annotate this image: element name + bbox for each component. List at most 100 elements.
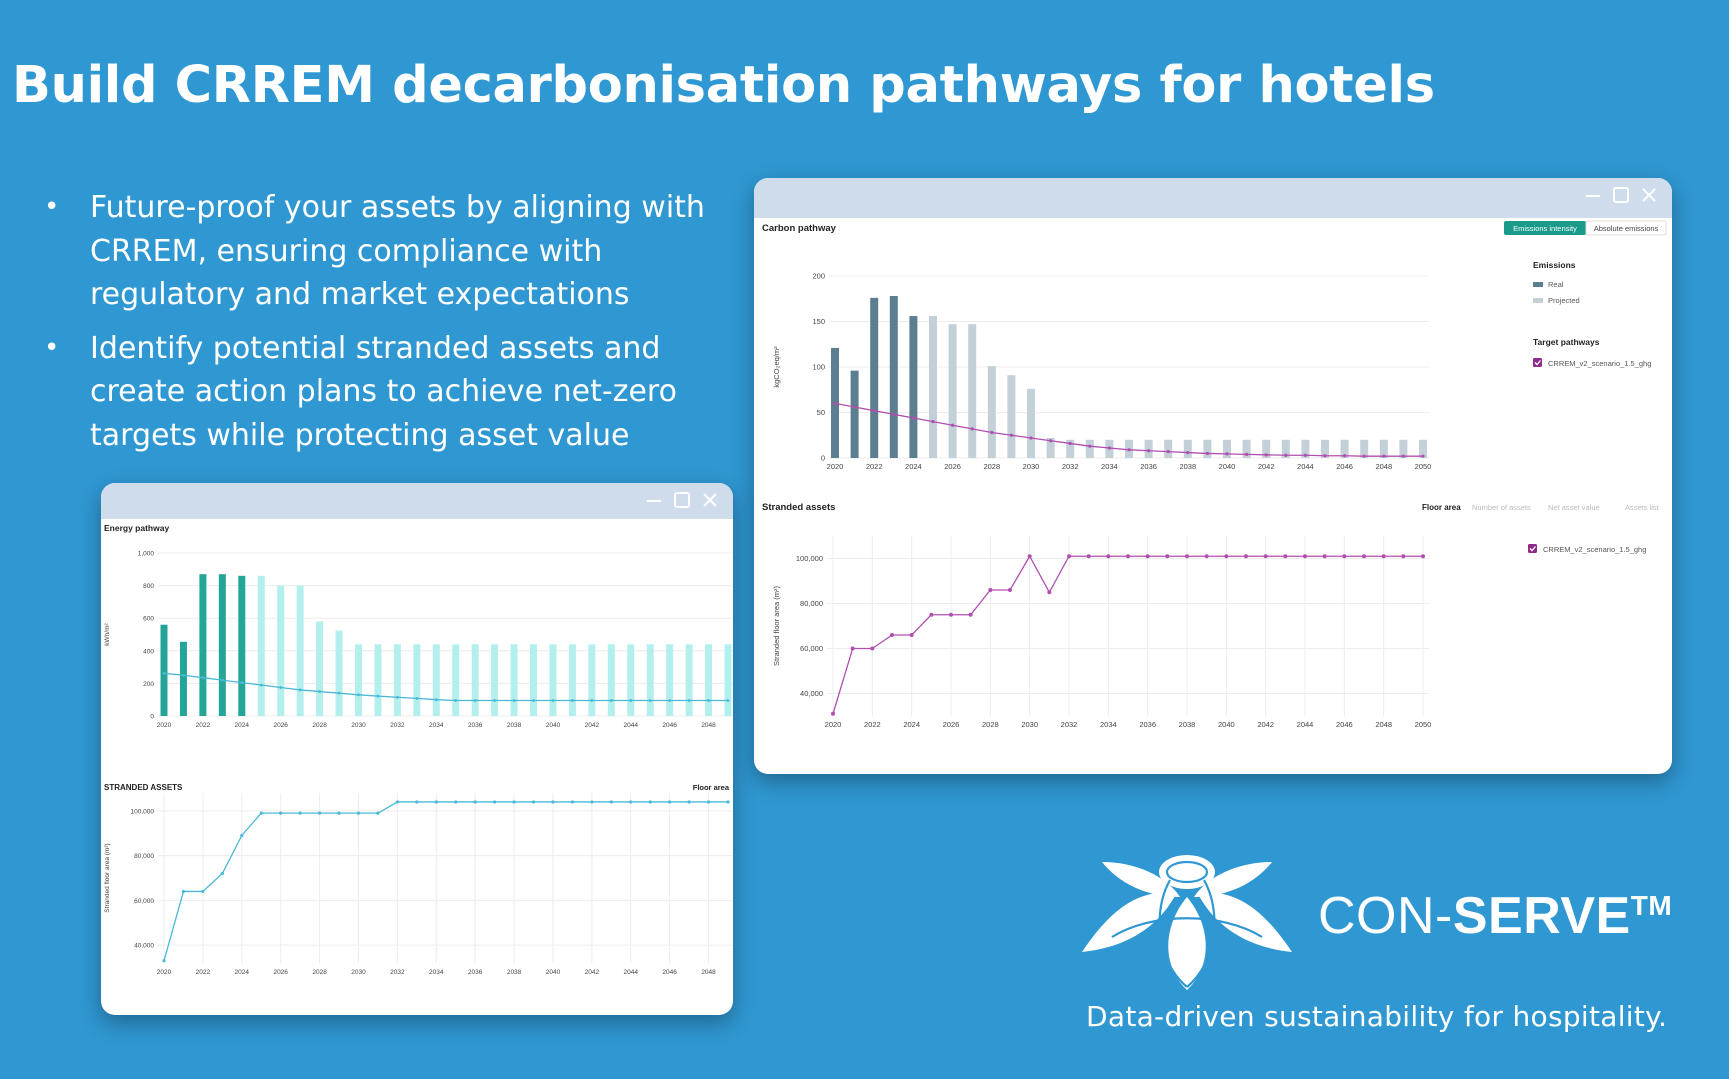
data-point bbox=[707, 699, 710, 702]
data-point bbox=[298, 811, 302, 815]
y-tick-label: 100 bbox=[812, 363, 825, 372]
bar-real bbox=[909, 316, 918, 458]
data-point bbox=[1284, 453, 1288, 457]
data-point bbox=[356, 811, 361, 815]
close-icon[interactable] bbox=[1640, 186, 1658, 204]
minimize-icon[interactable] bbox=[1584, 186, 1602, 204]
bar-real bbox=[218, 574, 226, 716]
data-point bbox=[415, 696, 419, 700]
minimize-icon[interactable] bbox=[645, 491, 663, 509]
data-point bbox=[1263, 554, 1268, 559]
data-point bbox=[970, 427, 974, 431]
bar-projected bbox=[1203, 439, 1212, 458]
y-tick-label: 40,000 bbox=[134, 943, 154, 950]
tab-floor-area[interactable]: Floor area bbox=[1422, 503, 1461, 512]
data-point bbox=[629, 800, 633, 804]
data-point bbox=[201, 676, 205, 680]
bar-real bbox=[870, 297, 879, 458]
close-icon[interactable] bbox=[701, 491, 719, 509]
bar-projected bbox=[1262, 439, 1271, 458]
x-tick-label: 2022 bbox=[864, 720, 881, 729]
toggle-emissions-intensity[interactable] bbox=[1504, 221, 1586, 235]
x-tick-label: 2022 bbox=[196, 969, 211, 976]
bar-projected bbox=[413, 644, 421, 716]
bar-projected bbox=[491, 644, 499, 716]
x-tick-label: 2048 bbox=[1375, 462, 1392, 471]
bar-projected bbox=[374, 644, 382, 716]
bar-projected bbox=[1164, 439, 1173, 458]
legend-real-swatch bbox=[1533, 282, 1543, 287]
energy-tab-floor-area[interactable]: Floor area bbox=[693, 783, 730, 792]
stranded-legend-checkbox[interactable] bbox=[1528, 544, 1537, 553]
y-tick-label: 60,000 bbox=[800, 644, 823, 653]
data-point bbox=[870, 646, 875, 651]
x-tick-label: 2026 bbox=[943, 720, 960, 729]
legend-target-checkbox[interactable] bbox=[1533, 358, 1542, 367]
data-point bbox=[706, 800, 711, 804]
page-title: Build CRREM decarbonisation pathways for… bbox=[12, 56, 1435, 115]
data-point bbox=[1421, 554, 1425, 559]
bar-projected bbox=[354, 644, 362, 716]
x-tick-label: 2020 bbox=[825, 720, 842, 729]
data-point bbox=[434, 800, 438, 804]
data-point bbox=[890, 633, 894, 637]
data-point bbox=[1225, 452, 1229, 456]
data-point bbox=[395, 800, 399, 804]
x-tick-label: 2036 bbox=[1140, 462, 1157, 471]
data-point bbox=[872, 409, 876, 413]
x-tick-label: 2044 bbox=[624, 722, 639, 729]
data-point bbox=[909, 633, 914, 637]
series-line bbox=[832, 554, 1423, 714]
data-point bbox=[1323, 454, 1327, 458]
data-point bbox=[240, 833, 244, 838]
maximize-icon[interactable] bbox=[1612, 186, 1630, 204]
data-point bbox=[395, 695, 399, 699]
data-point bbox=[532, 699, 535, 702]
series-line bbox=[163, 801, 728, 961]
brand-name: CON-SERVETM bbox=[1318, 886, 1672, 946]
data-point bbox=[473, 699, 477, 702]
x-tick-label: 2026 bbox=[944, 462, 961, 471]
bar-projected bbox=[393, 644, 401, 716]
y-tick-label: 600 bbox=[143, 616, 154, 623]
bar-projected bbox=[1321, 439, 1329, 458]
carbon-dashboard: Carbon pathway Emissions intensity Absol… bbox=[762, 220, 1667, 729]
carbon-chart-title: Carbon pathway bbox=[762, 223, 837, 234]
x-tick-label: 2048 bbox=[701, 722, 716, 729]
bar-projected bbox=[724, 644, 732, 716]
x-tick-label: 2026 bbox=[273, 722, 288, 729]
y-tick-label: 150 bbox=[812, 317, 825, 326]
data-point bbox=[1126, 554, 1130, 559]
data-point bbox=[1244, 554, 1248, 559]
data-point bbox=[949, 612, 953, 617]
data-point bbox=[1127, 448, 1131, 452]
data-point bbox=[951, 423, 955, 427]
data-point bbox=[1068, 441, 1072, 446]
carbon-pathway-window: Carbon pathway Emissions intensity Absol… bbox=[754, 178, 1672, 774]
legend-real-label: Real bbox=[1548, 280, 1564, 289]
bar-projected bbox=[1379, 439, 1388, 458]
x-tick-label: 2032 bbox=[390, 722, 405, 729]
y-tick-label: 80,000 bbox=[800, 599, 823, 608]
bar-projected bbox=[705, 644, 713, 716]
y-tick-label: 100,000 bbox=[131, 808, 155, 815]
bar-projected bbox=[510, 644, 518, 716]
maximize-icon[interactable] bbox=[673, 491, 691, 509]
bar-projected bbox=[1301, 439, 1310, 458]
bar-real bbox=[889, 296, 898, 458]
data-point bbox=[629, 699, 633, 702]
data-point bbox=[988, 588, 993, 592]
x-tick-label: 2042 bbox=[1258, 462, 1275, 471]
x-tick-label: 2032 bbox=[1061, 720, 1078, 729]
tab-number-of-assets[interactable]: Number of assets bbox=[1472, 503, 1531, 512]
bar-projected bbox=[277, 585, 285, 716]
x-tick-label: 2046 bbox=[662, 722, 677, 729]
tab-net-asset-value[interactable]: Net asset value bbox=[1548, 503, 1600, 512]
toggle-absolute-emissions[interactable] bbox=[1585, 220, 1667, 236]
data-point bbox=[279, 811, 283, 815]
tab-assets-list[interactable]: Assets list bbox=[1625, 503, 1660, 512]
x-tick-label: 2038 bbox=[507, 722, 522, 729]
x-tick-label: 2038 bbox=[507, 969, 522, 976]
x-tick-label: 2020 bbox=[157, 722, 172, 729]
y-tick-label: 1,000 bbox=[138, 551, 155, 558]
